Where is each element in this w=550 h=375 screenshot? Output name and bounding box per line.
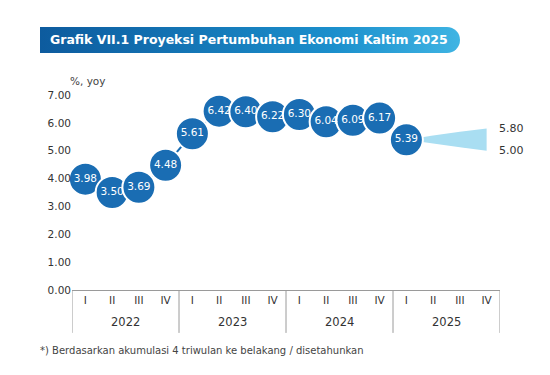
- svg-text:6.40: 6.40: [234, 104, 257, 116]
- svg-text:IV: IV: [481, 294, 492, 306]
- svg-text:6.09: 6.09: [341, 113, 364, 125]
- svg-text:4.00: 4.00: [48, 172, 71, 184]
- svg-text:5.00: 5.00: [499, 144, 524, 157]
- svg-text:III: III: [455, 294, 464, 306]
- svg-text:5.39: 5.39: [395, 132, 418, 144]
- svg-text:%, yoy: %, yoy: [70, 75, 106, 87]
- svg-text:6.30: 6.30: [288, 107, 311, 119]
- svg-text:6.00: 6.00: [48, 117, 71, 129]
- svg-text:7.00: 7.00: [48, 89, 71, 101]
- svg-text:I: I: [191, 294, 194, 306]
- svg-text:2024: 2024: [325, 315, 354, 329]
- svg-text:IV: IV: [160, 294, 171, 306]
- html-text:Grafik VII.1 Proyeksi Pertumbu: Grafik VII.1 Proyeksi Pertumbuhan Ekonom…: [50, 32, 448, 47]
- svg-text:3.98: 3.98: [74, 172, 97, 184]
- svg-text:II: II: [430, 294, 436, 306]
- svg-text:5.00: 5.00: [48, 144, 71, 156]
- svg-text:6.22: 6.22: [261, 109, 284, 121]
- svg-text:5.80: 5.80: [499, 122, 524, 135]
- svg-text:I: I: [298, 294, 301, 306]
- svg-text:1.00: 1.00: [48, 256, 71, 268]
- svg-text:*) Berdasarkan akumulasi 4 tri: *) Berdasarkan akumulasi 4 triwulan ke b…: [40, 345, 364, 356]
- svg-text:0.00: 0.00: [48, 284, 71, 296]
- svg-text:I: I: [405, 294, 408, 306]
- svg-text:2023: 2023: [218, 315, 247, 329]
- svg-text:3.00: 3.00: [48, 200, 71, 212]
- svg-text:4.48: 4.48: [154, 158, 177, 170]
- svg-text:III: III: [134, 294, 143, 306]
- svg-text:2.00: 2.00: [48, 228, 71, 240]
- svg-text:IV: IV: [374, 294, 385, 306]
- svg-text:III: III: [348, 294, 357, 306]
- svg-text:6.04: 6.04: [314, 114, 338, 126]
- svg-text:3.69: 3.69: [127, 180, 150, 192]
- svg-text:3.50: 3.50: [100, 185, 123, 197]
- svg-text:I: I: [84, 294, 87, 306]
- svg-text:II: II: [323, 294, 329, 306]
- svg-text:6.17: 6.17: [368, 111, 391, 123]
- svg-text:III: III: [241, 294, 250, 306]
- svg-text:II: II: [109, 294, 115, 306]
- svg-text:II: II: [216, 294, 222, 306]
- svg-text:5.61: 5.61: [181, 126, 204, 138]
- svg-text:6.42: 6.42: [207, 104, 230, 116]
- svg-text:2025: 2025: [432, 315, 461, 329]
- svg-text:2022: 2022: [111, 315, 140, 329]
- svg-text:IV: IV: [267, 294, 278, 306]
